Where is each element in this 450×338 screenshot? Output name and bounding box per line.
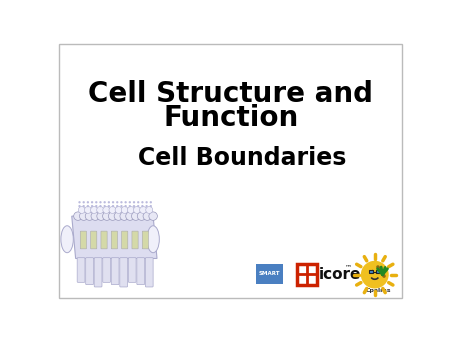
Circle shape xyxy=(125,205,127,207)
FancyBboxPatch shape xyxy=(101,231,107,249)
Bar xyxy=(376,270,381,273)
Text: Function: Function xyxy=(163,103,298,131)
Circle shape xyxy=(108,212,117,220)
FancyBboxPatch shape xyxy=(132,231,138,249)
Circle shape xyxy=(103,207,110,213)
FancyBboxPatch shape xyxy=(77,258,85,282)
Circle shape xyxy=(103,212,111,220)
Circle shape xyxy=(150,205,152,207)
Circle shape xyxy=(120,212,128,220)
FancyBboxPatch shape xyxy=(111,231,117,249)
Circle shape xyxy=(145,205,148,207)
Polygon shape xyxy=(72,216,157,259)
Circle shape xyxy=(145,201,148,203)
Circle shape xyxy=(112,201,114,203)
Text: icore: icore xyxy=(319,267,361,282)
FancyBboxPatch shape xyxy=(128,258,136,282)
Circle shape xyxy=(150,201,152,203)
Circle shape xyxy=(90,207,98,213)
Circle shape xyxy=(137,205,140,207)
Circle shape xyxy=(146,207,153,213)
Ellipse shape xyxy=(147,226,159,253)
Circle shape xyxy=(104,205,106,207)
Circle shape xyxy=(91,212,99,220)
Circle shape xyxy=(108,205,110,207)
Circle shape xyxy=(85,207,91,213)
Bar xyxy=(256,264,283,284)
Circle shape xyxy=(116,205,118,207)
Circle shape xyxy=(121,207,128,213)
Circle shape xyxy=(114,212,123,220)
Circle shape xyxy=(97,207,104,213)
FancyBboxPatch shape xyxy=(111,258,119,285)
FancyBboxPatch shape xyxy=(137,258,144,285)
FancyBboxPatch shape xyxy=(120,258,127,287)
Circle shape xyxy=(95,201,98,203)
Circle shape xyxy=(91,201,93,203)
Circle shape xyxy=(108,201,110,203)
Circle shape xyxy=(104,201,106,203)
FancyBboxPatch shape xyxy=(90,231,97,249)
Circle shape xyxy=(361,261,389,289)
Circle shape xyxy=(99,201,102,203)
Bar xyxy=(369,270,373,273)
Circle shape xyxy=(78,207,86,213)
Circle shape xyxy=(133,201,135,203)
Circle shape xyxy=(149,212,158,220)
Text: Cpalms: Cpalms xyxy=(365,288,391,293)
Circle shape xyxy=(91,205,93,207)
Circle shape xyxy=(141,201,144,203)
FancyBboxPatch shape xyxy=(122,231,128,249)
FancyBboxPatch shape xyxy=(142,231,148,249)
Circle shape xyxy=(133,205,135,207)
Circle shape xyxy=(82,205,85,207)
Circle shape xyxy=(97,212,105,220)
Circle shape xyxy=(134,207,140,213)
Circle shape xyxy=(115,207,122,213)
Circle shape xyxy=(120,201,122,203)
Circle shape xyxy=(141,205,144,207)
FancyBboxPatch shape xyxy=(86,258,94,285)
Circle shape xyxy=(120,205,122,207)
Circle shape xyxy=(127,207,135,213)
Circle shape xyxy=(74,212,82,220)
Circle shape xyxy=(78,205,81,207)
FancyBboxPatch shape xyxy=(103,258,111,282)
Circle shape xyxy=(87,201,89,203)
Ellipse shape xyxy=(61,226,73,253)
Circle shape xyxy=(109,207,116,213)
Text: ™: ™ xyxy=(345,264,351,270)
Text: Cell Structure and: Cell Structure and xyxy=(88,80,373,108)
Circle shape xyxy=(126,212,134,220)
FancyBboxPatch shape xyxy=(94,258,102,287)
Circle shape xyxy=(78,201,81,203)
Bar xyxy=(297,264,317,285)
Circle shape xyxy=(129,201,131,203)
Circle shape xyxy=(140,207,147,213)
Circle shape xyxy=(112,205,114,207)
Circle shape xyxy=(129,205,131,207)
Circle shape xyxy=(99,205,102,207)
FancyBboxPatch shape xyxy=(80,231,86,249)
Circle shape xyxy=(80,212,88,220)
Circle shape xyxy=(85,212,94,220)
Circle shape xyxy=(131,212,140,220)
Circle shape xyxy=(137,212,146,220)
Circle shape xyxy=(137,201,140,203)
Circle shape xyxy=(143,212,152,220)
Circle shape xyxy=(116,201,118,203)
Circle shape xyxy=(125,201,127,203)
FancyBboxPatch shape xyxy=(145,258,153,287)
Circle shape xyxy=(82,201,85,203)
Text: Cell Boundaries: Cell Boundaries xyxy=(138,146,346,170)
Circle shape xyxy=(95,205,98,207)
Text: SMART: SMART xyxy=(259,271,280,276)
Circle shape xyxy=(87,205,89,207)
